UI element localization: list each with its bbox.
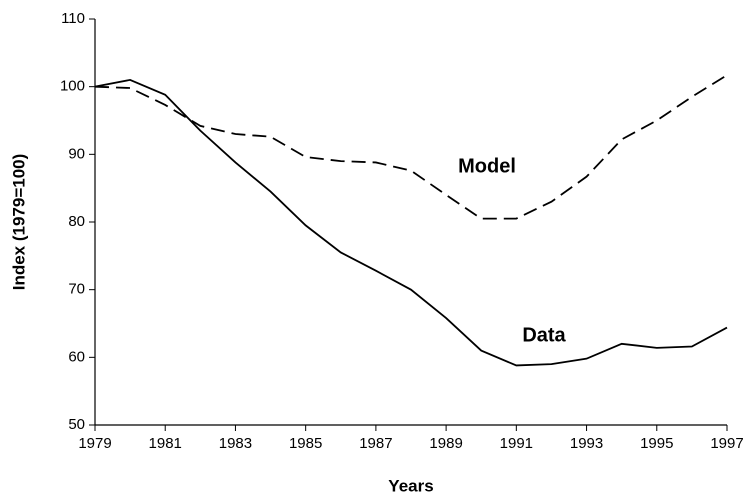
series-line	[94, 78, 728, 367]
x-tick-label: 1997	[710, 435, 743, 452]
y-axis-label: Index (1979=100)	[9, 154, 28, 291]
x-tick-label: 1989	[429, 435, 462, 452]
x-tick-label: 1983	[219, 435, 252, 452]
x-tick-label: 1985	[289, 435, 322, 452]
x-tick-label: 1981	[149, 435, 182, 452]
series-label: Data	[522, 324, 566, 346]
x-tick-label: 1993	[570, 435, 603, 452]
y-tick-label: 100	[60, 78, 85, 95]
series-line	[94, 74, 728, 220]
y-tick-label: 60	[68, 348, 85, 365]
y-tick-label: 80	[68, 213, 85, 230]
x-tick-label: 1991	[500, 435, 533, 452]
x-tick-label: 1987	[359, 435, 392, 452]
x-tick-label: 1979	[78, 435, 111, 452]
y-tick-label: 50	[68, 416, 85, 433]
y-tick-label: 90	[68, 145, 85, 162]
series-label: Model	[458, 155, 516, 177]
x-tick-label: 1995	[640, 435, 673, 452]
x-axis-label: Years	[388, 476, 433, 495]
y-tick-label: 70	[68, 281, 85, 298]
y-tick-label: 110	[61, 10, 85, 27]
